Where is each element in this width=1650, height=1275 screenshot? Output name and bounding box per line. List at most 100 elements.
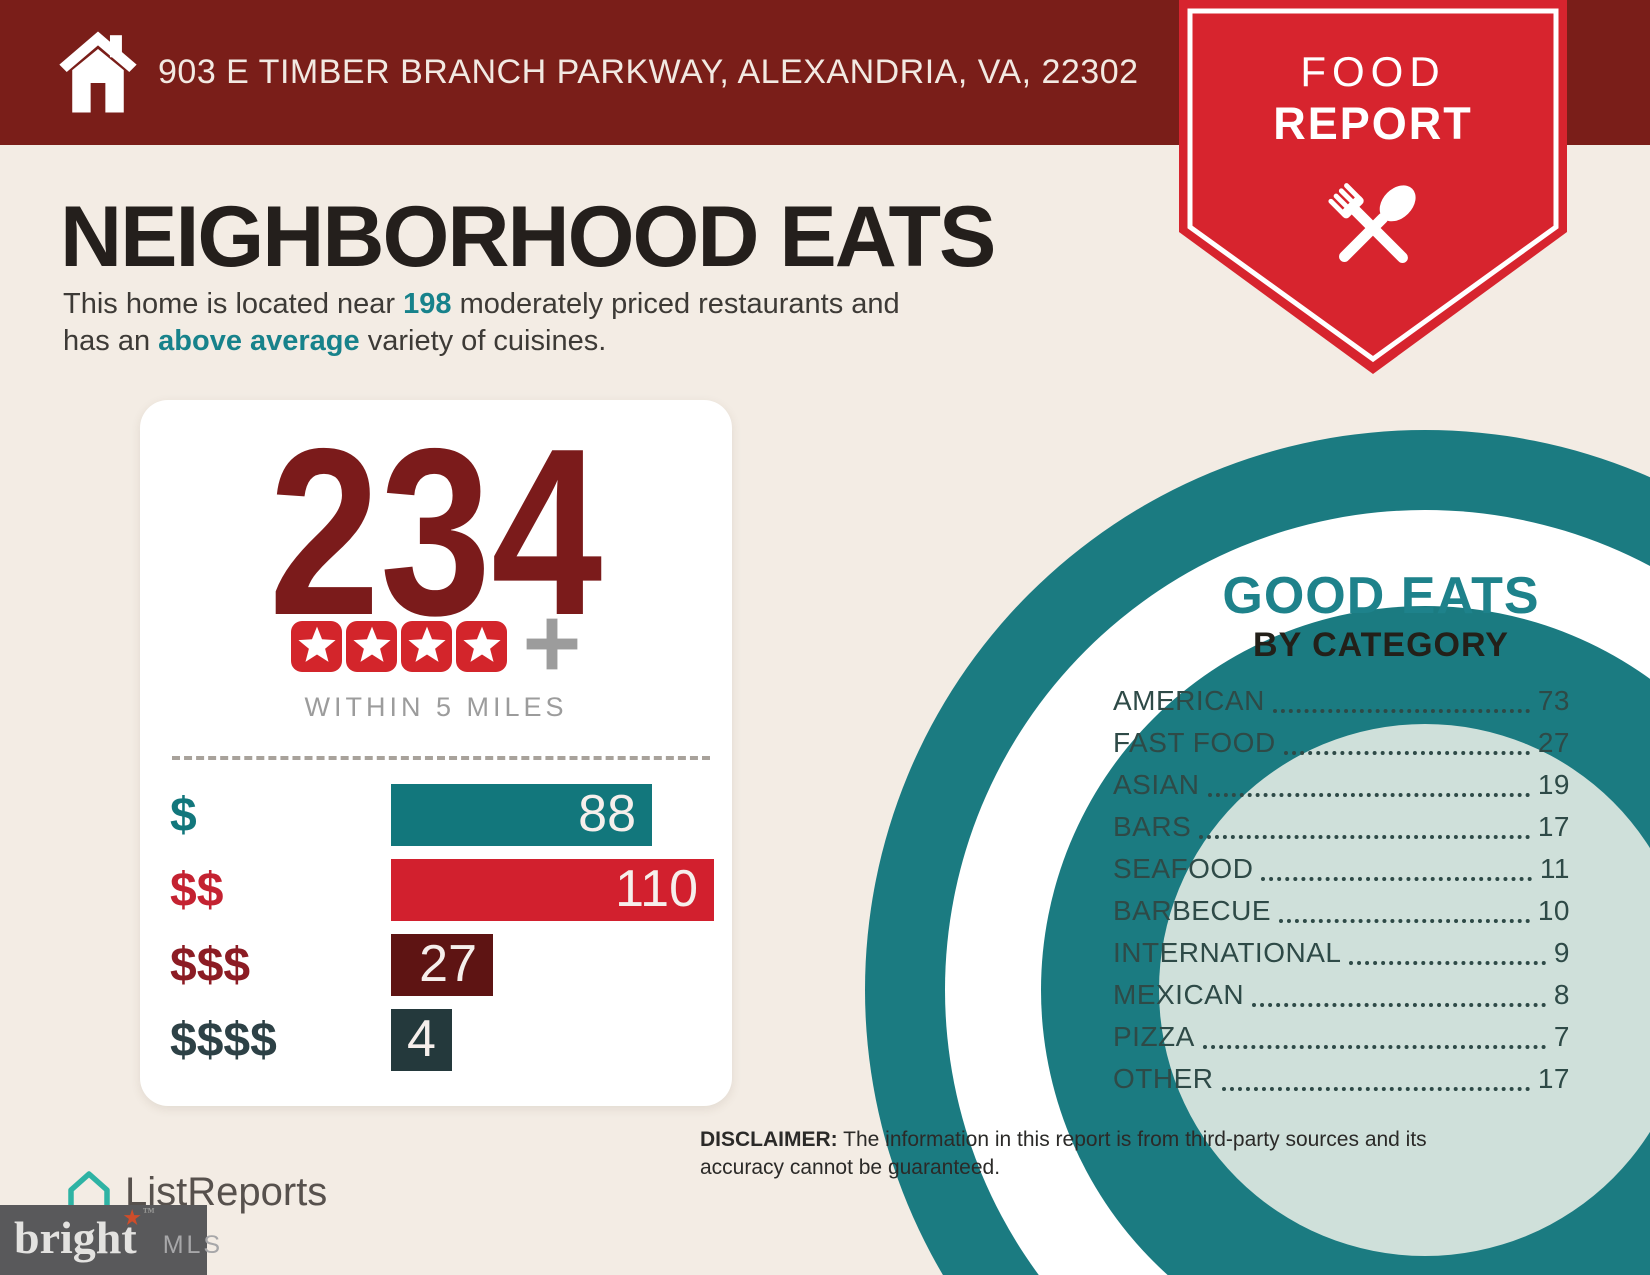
category-label: SEAFOOD xyxy=(1113,853,1254,884)
category-label: BARS xyxy=(1113,811,1192,842)
price-tier-label: $$ xyxy=(170,863,224,917)
category-value: 9 xyxy=(1553,937,1570,968)
category-value: 17 xyxy=(1537,1063,1570,1094)
dotted-leader xyxy=(1261,848,1532,881)
category-label: FAST FOOD xyxy=(1113,727,1276,758)
listreports-logo: ListReports xyxy=(63,1168,327,1216)
category-row: ASIAN 19 xyxy=(1113,764,1570,806)
category-value: 73 xyxy=(1537,685,1570,716)
dotted-leader xyxy=(1283,722,1530,755)
good-eats-circle xyxy=(865,430,1650,1275)
category-label: MEXICAN xyxy=(1113,979,1245,1010)
dotted-leader xyxy=(1279,890,1530,923)
price-bar-row: $88 xyxy=(170,784,714,846)
page-subtitle: This home is located near 198 moderately… xyxy=(63,286,900,360)
price-tier-label: $$$ xyxy=(170,938,251,992)
count-text: 234 xyxy=(269,400,603,665)
star-icon xyxy=(401,620,452,672)
disclaimer-text: accuracy cannot be guaranteed. xyxy=(700,1156,1001,1179)
category-label: BARBECUE xyxy=(1113,895,1272,926)
price-bar-row: $$ 110 xyxy=(170,859,714,921)
ribbon-shape xyxy=(1179,0,1567,374)
disclaimer-label: DISCLAIMER: xyxy=(700,1128,838,1151)
mls-wordmark: MLS xyxy=(162,1231,224,1259)
category-label: INTERNATIONAL xyxy=(1113,937,1342,968)
circle-sage-fill xyxy=(1159,724,1650,1256)
dotted-leader xyxy=(1202,1016,1546,1049)
category-value: 10 xyxy=(1537,895,1570,926)
category-list: AMERICAN 73 FAST FOOD 27 ASIAN 19 BARS 17 SEAFOO… xyxy=(1113,680,1570,1100)
category-label: ASIAN xyxy=(1113,769,1200,800)
category-label: OTHER xyxy=(1113,1063,1214,1094)
category-row: MEXICAN 8 xyxy=(1113,974,1570,1016)
subtitle-text: moderately priced restaurants and xyxy=(451,288,900,320)
dotted-leader xyxy=(1207,764,1530,797)
price-tier-bar: 4 xyxy=(391,1009,452,1071)
category-row: AMERICAN 73 xyxy=(1113,680,1570,722)
disclaimer: DISCLAIMER: The information in this repo… xyxy=(700,1126,1427,1182)
category-row: BARBECUE 10 xyxy=(1113,890,1570,932)
star-icon xyxy=(456,620,507,672)
category-value: 19 xyxy=(1537,769,1570,800)
subtitle-text: has an xyxy=(63,325,159,357)
good-eats-subtitle: BY CATEGORY xyxy=(1253,626,1509,664)
price-tier-label: $ xyxy=(170,788,197,842)
category-row: OTHER 17 xyxy=(1113,1058,1570,1100)
category-value: 8 xyxy=(1553,979,1570,1010)
food-report-ribbon: FOOD REPORT xyxy=(1179,0,1567,374)
restaurant-summary-card: 234 WITHIN 5 MILES $88 $$ 110 $$$ 27 $$$$ 4 xyxy=(140,400,732,1106)
bright-text: bright xyxy=(14,1212,137,1263)
star-icon xyxy=(346,620,397,672)
bright-mls-logo: bright ★ ™ MLS xyxy=(0,1205,220,1275)
price-bars: $88 $$ 110 $$$ 27 $$$$ 4 xyxy=(170,784,714,1084)
subtitle-text: This home is located near xyxy=(63,288,404,320)
price-tier-bar: 27 xyxy=(391,934,493,996)
category-value: 7 xyxy=(1553,1021,1570,1052)
dashed-divider xyxy=(172,756,710,760)
disclaimer-line-2: accuracy cannot be guaranteed. xyxy=(700,1154,1427,1182)
ribbon-title-food: FOOD xyxy=(1300,48,1446,95)
price-tier-bar: 110 xyxy=(391,859,714,921)
trademark-symbol: ™ xyxy=(142,1205,155,1219)
ribbon-title-report: REPORT xyxy=(1273,98,1473,149)
restaurant-total-count: 234 xyxy=(140,400,732,665)
subtitle-line-1: This home is located near 198 moderately… xyxy=(63,286,900,323)
subtitle-text: variety of cuisines. xyxy=(359,325,607,357)
rating-stars xyxy=(140,618,732,674)
bright-star-icon: ★ xyxy=(123,1208,141,1229)
disclaimer-line-1: DISCLAIMER: The information in this repo… xyxy=(700,1126,1427,1154)
category-label: PIZZA xyxy=(1113,1021,1195,1052)
radius-label: WITHIN 5 MILES xyxy=(304,692,568,722)
subtitle-line-2: has an above average variety of cuisines… xyxy=(63,323,900,360)
property-address: 903 E TIMBER BRANCH PARKWAY, ALEXANDRIA,… xyxy=(158,53,1139,91)
dotted-leader xyxy=(1252,974,1546,1007)
price-bar-row: $$$ 27 xyxy=(170,934,714,996)
dotted-leader xyxy=(1349,932,1546,965)
disclaimer-text: The information in this report is from t… xyxy=(837,1128,1427,1151)
category-value: 27 xyxy=(1537,727,1570,758)
category-row: PIZZA 7 xyxy=(1113,1016,1570,1058)
category-row: BARS 17 xyxy=(1113,806,1570,848)
price-tier-label: $$$$ xyxy=(170,1013,277,1067)
good-eats-title: GOOD EATS xyxy=(1222,567,1540,625)
category-value: 11 xyxy=(1539,853,1570,884)
category-value: 17 xyxy=(1537,811,1570,842)
star-icon xyxy=(291,620,342,672)
category-label: AMERICAN xyxy=(1113,685,1265,716)
dotted-leader xyxy=(1221,1058,1530,1091)
variety-highlight: above average xyxy=(158,325,360,357)
price-tier-bar: 88 xyxy=(391,784,652,846)
category-row: FAST FOOD 27 xyxy=(1113,722,1570,764)
crossed-spoon-fork-icon xyxy=(1328,183,1416,264)
category-row: SEAFOOD 11 xyxy=(1113,848,1570,890)
bright-wordmark: bright ★ ™ xyxy=(14,1205,155,1264)
dotted-leader xyxy=(1272,680,1530,713)
plus-icon xyxy=(523,615,581,678)
price-bar-row: $$$$ 4 xyxy=(170,1009,714,1071)
dotted-leader xyxy=(1199,806,1530,839)
home-icon xyxy=(59,31,137,113)
restaurant-count-highlight: 198 xyxy=(403,288,452,320)
category-row: INTERNATIONAL 9 xyxy=(1113,932,1570,974)
page-title: NEIGHBORHOOD EATS xyxy=(60,189,996,285)
